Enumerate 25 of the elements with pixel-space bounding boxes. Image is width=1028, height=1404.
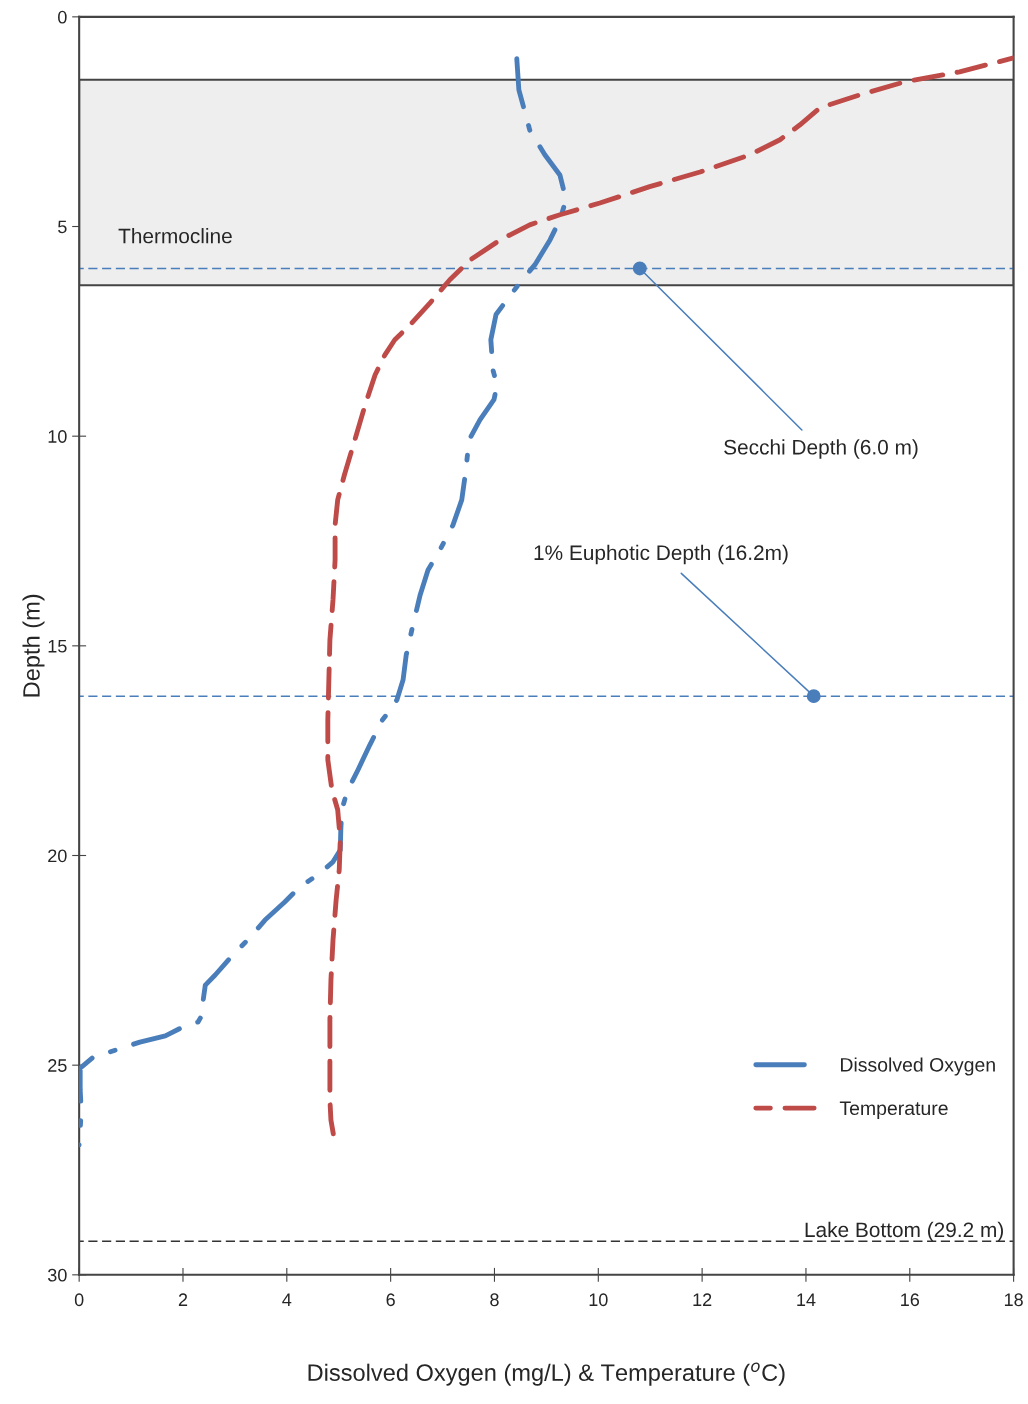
y-axis-title: Depth (m)	[22, 594, 45, 697]
legend-label: Temperature	[839, 1101, 948, 1119]
y-tick-label: 15	[48, 639, 67, 653]
x-tick-label: 4	[282, 1293, 292, 1306]
annotation: Secchi Depth (6.0 m)	[724, 439, 918, 459]
legend-label: Dissolved Oxygen	[841, 1057, 995, 1076]
y-tick-label: 5	[58, 220, 67, 234]
x-tick-label: 0	[74, 1293, 84, 1307]
ref-line-label: Lake Bottom (29.2 m)	[805, 1221, 1003, 1242]
y-tick-label: 0	[58, 10, 67, 24]
x-tick-label: 10	[589, 1293, 608, 1307]
x-tick-label: 14	[797, 1293, 816, 1306]
x-tick-label: 6	[386, 1293, 395, 1307]
x-tick-label: 8	[490, 1293, 499, 1307]
x-axis-title: Dissolved Oxygen (mg/L) & Temperature ($^{o}$C)	[308, 1362, 785, 1386]
x-tick-label: 16	[901, 1293, 920, 1307]
annotation: 1% Euphotic Depth (16.2m)	[534, 544, 788, 565]
band-label: Thermocline	[118, 228, 232, 244]
x-tick-label: 2	[178, 1293, 188, 1306]
y-tick-label: 25	[48, 1059, 67, 1072]
x-tick-label: 12	[693, 1293, 712, 1306]
y-tick-label: 30	[47, 1268, 67, 1282]
y-tick-label: 10	[48, 430, 67, 443]
y-tick-label: 20	[48, 849, 67, 863]
x-tick-label: 18	[1004, 1293, 1023, 1307]
